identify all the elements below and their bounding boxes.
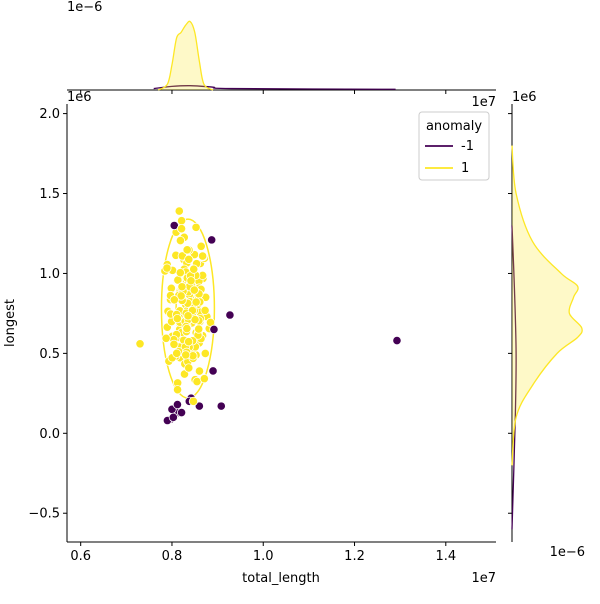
data-point-normal xyxy=(181,350,191,360)
data-point-normal xyxy=(186,276,196,286)
data-point-normal xyxy=(194,366,205,376)
legend-title: anomaly xyxy=(426,119,482,134)
data-point-normal xyxy=(172,385,183,395)
data-point-normal xyxy=(199,374,209,384)
right-density-line xyxy=(511,145,583,466)
top-density-fill xyxy=(158,21,214,91)
y-tick-label: 2.0 xyxy=(39,107,60,122)
data-point-normal xyxy=(135,339,145,349)
data-point-normal xyxy=(190,315,200,325)
top-density-line xyxy=(153,85,396,90)
y-tick-label: 1.0 xyxy=(39,267,60,282)
legend: anomaly -1 1 xyxy=(418,111,490,181)
data-point-anomaly xyxy=(172,399,183,410)
data-point-normal xyxy=(184,254,194,264)
top-density-line xyxy=(157,20,214,91)
x-tick-label: 0.8 xyxy=(162,549,183,564)
data-point-normal xyxy=(177,216,187,226)
data-point-normal xyxy=(172,348,182,358)
data-point-normal xyxy=(175,235,186,246)
data-point-anomaly xyxy=(168,412,178,422)
data-point-normal xyxy=(189,264,199,274)
data-point-anomaly xyxy=(225,310,235,320)
x-tick-label: 1.0 xyxy=(253,549,274,564)
data-point-anomaly xyxy=(176,407,187,418)
data-point-normal xyxy=(177,282,187,292)
data-point-normal xyxy=(191,297,201,307)
legend-label: 1 xyxy=(461,161,469,176)
right-marginal-offset-label: 1e−6 xyxy=(550,545,585,560)
y-tick-label: 0.0 xyxy=(39,427,60,442)
right-marginal xyxy=(508,104,583,542)
data-point-normal xyxy=(191,222,201,232)
data-point-normal xyxy=(189,285,199,295)
data-point-normal xyxy=(194,324,204,334)
data-point-normal xyxy=(188,396,199,406)
x-offset-label-top: 1e7 xyxy=(471,95,496,110)
main-axes: 0.6 0.8 1.0 1.2 1.4 −0.5 0.0 0.5 1.0 1.5 2.0 xyxy=(28,104,496,564)
data-point-normal xyxy=(182,323,192,334)
y-axis-label: longest xyxy=(3,299,18,347)
data-point-anomaly xyxy=(194,401,204,411)
data-point-normal xyxy=(169,339,179,349)
data-point-normal xyxy=(184,337,194,347)
data-point-normal xyxy=(200,305,210,315)
data-point-normal xyxy=(176,224,187,234)
data-point-normal xyxy=(183,311,193,321)
data-point-anomaly xyxy=(208,366,218,376)
data-point-anomaly xyxy=(392,335,402,346)
data-point-normal xyxy=(184,363,194,373)
data-point-anomaly xyxy=(209,324,219,334)
y-tick-label: 1.5 xyxy=(39,187,60,202)
data-point-normal xyxy=(174,206,184,216)
data-point-anomaly xyxy=(216,401,226,411)
data-point-normal xyxy=(182,245,192,255)
top-marginal-offset-label: 1e−6 xyxy=(67,0,102,15)
legend-box xyxy=(418,111,490,181)
legend-label: -1 xyxy=(461,139,474,154)
data-point-normal xyxy=(200,348,210,358)
y-tick-label: 0.5 xyxy=(39,347,60,362)
data-point-normal xyxy=(169,295,179,305)
data-point-normal xyxy=(196,241,206,251)
top-marginal xyxy=(67,20,496,94)
x-tick-label: 1.2 xyxy=(344,549,365,564)
data-point-normal xyxy=(198,251,208,261)
y-offset-label: 1e6 xyxy=(67,90,92,105)
x-tick-label: 1.4 xyxy=(435,549,456,564)
data-point-normal xyxy=(176,291,186,301)
y-offset-label-right: 1e6 xyxy=(512,90,537,105)
data-point-anomaly xyxy=(207,235,217,245)
right-density-fill xyxy=(512,145,583,466)
data-point-normal xyxy=(175,268,185,278)
x-tick-label: 0.6 xyxy=(70,549,91,564)
data-point-normal xyxy=(179,369,190,379)
data-point-normal xyxy=(172,313,182,324)
right-density-line xyxy=(511,225,517,530)
x-axis-label: total_length xyxy=(242,571,320,586)
data-point-normal xyxy=(161,333,171,343)
data-point-normal xyxy=(162,263,172,273)
y-tick-label: −0.5 xyxy=(28,507,60,522)
x-offset-label: 1e7 xyxy=(471,571,496,586)
